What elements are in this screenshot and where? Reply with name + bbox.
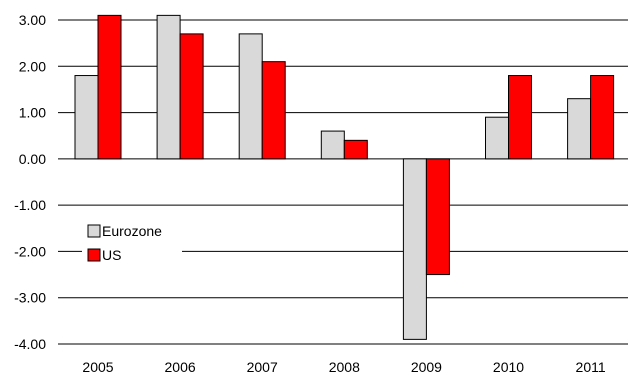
bar-us-2011 <box>590 75 615 160</box>
y-tick-label: 1.00 <box>19 105 46 121</box>
y-tick-label: -1.00 <box>14 197 46 213</box>
bar-us-2005 <box>97 14 122 160</box>
bar-eurozone-2005 <box>74 75 99 160</box>
legend-label-eurozone: Eurozone <box>102 223 162 239</box>
x-tick-label: 2008 <box>329 359 360 375</box>
y-tick-label: -2.00 <box>14 243 46 259</box>
bar-us-2009 <box>425 158 450 276</box>
bar-eurozone-2007 <box>238 33 263 160</box>
y-tick-label: 3.00 <box>19 12 46 28</box>
bar-eurozone-2009 <box>402 158 427 340</box>
bar-eurozone-2008 <box>320 130 345 160</box>
bar-eurozone-2006 <box>156 14 181 160</box>
bar-eurozone-2011 <box>567 98 592 160</box>
y-tick-label: -4.00 <box>14 336 46 352</box>
legend-swatch-us <box>87 248 101 262</box>
bar-us-2007 <box>261 61 286 160</box>
y-tick-label: 0.00 <box>19 151 46 167</box>
y-tick-label: 2.00 <box>19 58 46 74</box>
y-axis-tick-labels: 3.00 2.00 1.00 0.00 -1.00 -2.00 -3.00 -4.00 <box>14 12 46 352</box>
y-tick-label: -3.00 <box>14 290 46 306</box>
x-tick-label: 2009 <box>411 359 442 375</box>
x-tick-label: 2007 <box>247 359 278 375</box>
bars <box>74 14 615 340</box>
bar-eurozone-2010 <box>485 116 509 160</box>
x-tick-label: 2005 <box>82 359 113 375</box>
x-axis-tick-labels: 2005 2006 2007 2008 2009 2010 2011 <box>82 359 605 375</box>
legend-label-us: US <box>102 247 121 263</box>
x-tick-label: 2010 <box>493 359 524 375</box>
bar-us-2010 <box>508 75 532 160</box>
bar-us-2008 <box>343 139 368 160</box>
x-tick-label: 2011 <box>576 359 606 375</box>
legend-swatch-eurozone <box>87 224 101 238</box>
gridlines <box>58 19 628 345</box>
bar-us-2006 <box>179 33 204 160</box>
legend: Eurozone US <box>82 220 182 264</box>
x-tick-label: 2006 <box>165 359 196 375</box>
